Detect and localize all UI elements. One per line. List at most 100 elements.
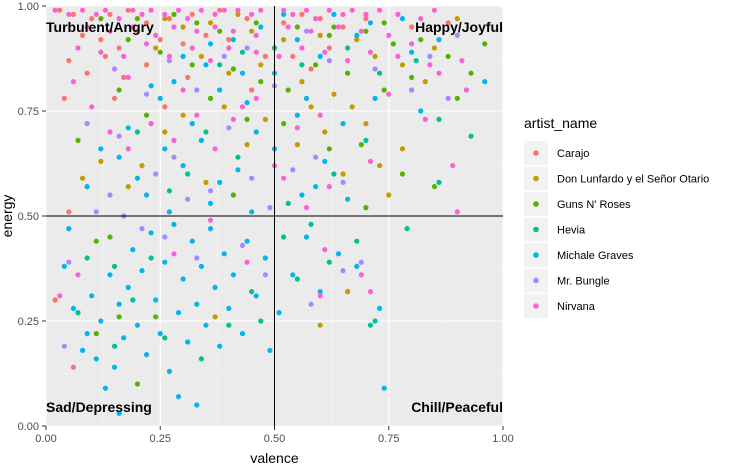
point-nirvana	[294, 125, 300, 131]
point-nirvana	[326, 184, 332, 190]
point-mr-bungle	[93, 209, 99, 215]
point-nirvana	[422, 116, 428, 122]
point-don-lunfardo-y-el-se-or-otario	[162, 129, 168, 135]
point-hevia	[134, 129, 140, 135]
point-michale-graves	[207, 41, 214, 47]
point-nirvana	[93, 11, 99, 17]
point-mr-bungle	[107, 192, 113, 198]
point-carajo	[326, 45, 332, 51]
point-michale-graves	[203, 62, 209, 68]
point-michale-graves	[313, 184, 319, 190]
point-mr-bungle	[290, 167, 296, 173]
x-tick-label: 1.00	[492, 433, 513, 445]
point-mr-bungle	[185, 196, 191, 202]
point-don-lunfardo-y-el-se-or-otario	[299, 79, 305, 85]
point-mr-bungle	[454, 32, 460, 39]
point-nirvana	[57, 293, 63, 299]
point-michale-graves	[482, 79, 488, 85]
point-hevia	[413, 58, 419, 64]
point-nirvana	[244, 259, 250, 265]
point-nirvana	[345, 58, 351, 64]
point-nirvana	[239, 104, 246, 110]
point-michale-graves	[235, 167, 241, 173]
point-michale-graves	[175, 394, 182, 400]
point-carajo	[249, 87, 255, 93]
point-michale-graves	[143, 192, 150, 198]
point-nirvana	[148, 121, 154, 127]
point-hevia	[372, 318, 378, 324]
point-nirvana	[303, 7, 310, 13]
point-mr-bungle	[326, 58, 332, 64]
point-carajo	[89, 16, 95, 22]
point-mr-bungle	[308, 301, 314, 307]
point-guns-n-roses	[189, 62, 195, 68]
point-carajo	[189, 11, 195, 17]
point-michale-graves	[185, 339, 191, 345]
point-michale-graves	[66, 226, 72, 232]
point-michale-graves	[436, 37, 442, 43]
point-hevia	[285, 200, 291, 206]
point-michale-graves	[303, 234, 310, 240]
point-carajo	[70, 364, 77, 370]
point-don-lunfardo-y-el-se-or-otario	[153, 45, 159, 51]
point-nirvana	[102, 7, 109, 13]
point-nirvana	[253, 95, 259, 101]
point-nirvana	[143, 41, 150, 47]
point-nirvana	[253, 32, 259, 39]
point-hevia	[436, 116, 442, 122]
point-michale-graves	[239, 70, 246, 76]
point-don-lunfardo-y-el-se-or-otario	[139, 163, 145, 169]
point-nirvana	[125, 74, 131, 80]
point-michale-graves	[175, 310, 182, 316]
point-nirvana	[418, 16, 424, 22]
point-michale-graves	[212, 284, 218, 290]
x-tick-label: 0.50	[264, 433, 285, 445]
point-carajo	[125, 7, 131, 13]
x-axis-label: valence	[250, 450, 298, 466]
point-nirvana	[171, 251, 177, 257]
point-hevia	[235, 154, 241, 160]
point-mr-bungle	[340, 179, 346, 185]
point-mr-bungle	[303, 28, 310, 34]
point-michale-graves	[207, 200, 214, 206]
point-nirvana	[52, 7, 58, 13]
point-carajo	[61, 95, 67, 101]
point-nirvana	[98, 49, 104, 55]
point-michale-graves	[239, 331, 246, 337]
point-hevia	[75, 310, 81, 316]
point-mr-bungle	[61, 343, 67, 349]
point-nirvana	[185, 16, 191, 22]
y-axis-label: energy	[0, 195, 15, 238]
x-tick-label: 0.25	[150, 433, 171, 445]
point-nirvana	[125, 146, 131, 152]
point-nirvana	[221, 7, 227, 13]
point-nirvana	[226, 45, 232, 51]
point-nirvana	[367, 49, 374, 55]
point-hevia	[198, 356, 204, 362]
point-hevia	[111, 263, 118, 269]
point-mr-bungle	[139, 226, 145, 232]
point-carajo	[157, 37, 163, 43]
point-nirvana	[326, 7, 332, 13]
point-nirvana	[386, 32, 392, 39]
point-nirvana	[171, 24, 177, 30]
point-don-lunfardo-y-el-se-or-otario	[98, 158, 104, 164]
point-don-lunfardo-y-el-se-or-otario	[363, 121, 369, 127]
point-carajo	[166, 16, 172, 22]
point-hevia	[226, 322, 232, 328]
point-carajo	[340, 24, 346, 30]
point-nirvana	[463, 87, 470, 93]
point-hevia	[203, 129, 209, 135]
point-guns-n-roses	[468, 70, 474, 76]
point-carajo	[317, 16, 323, 22]
point-hevia	[299, 62, 305, 68]
point-michale-graves	[198, 137, 204, 143]
point-don-lunfardo-y-el-se-or-otario	[203, 179, 209, 185]
point-mr-bungle	[207, 188, 214, 194]
point-michale-graves	[121, 335, 127, 341]
legend-key-dot	[533, 201, 539, 207]
point-michale-graves	[134, 175, 140, 181]
point-carajo	[70, 11, 77, 17]
point-michale-graves	[294, 37, 300, 43]
